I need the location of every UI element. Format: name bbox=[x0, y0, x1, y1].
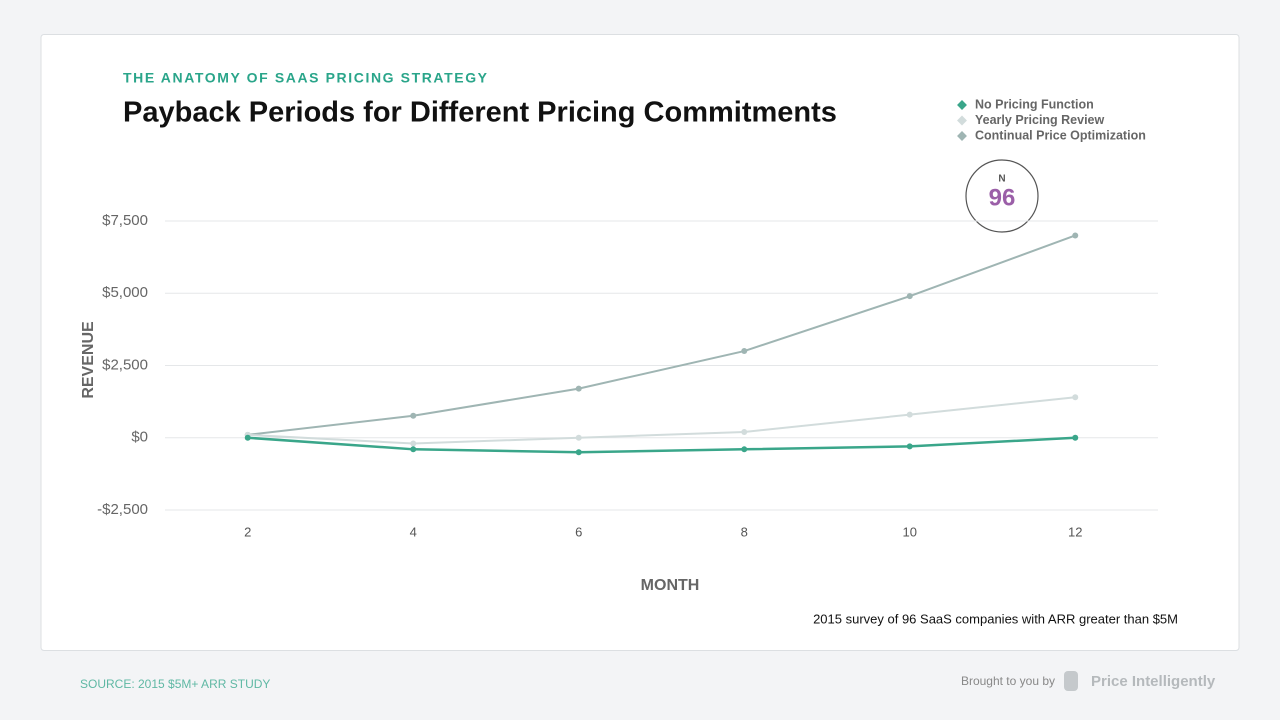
card bbox=[40, 34, 1240, 651]
data-point bbox=[575, 449, 582, 456]
y-axis-label: REVENUE bbox=[80, 321, 97, 399]
x-tick-label: 10 bbox=[903, 524, 917, 539]
data-point bbox=[906, 293, 913, 300]
brand-logo bbox=[1064, 671, 1078, 691]
legend-label: Continual Price Optimization bbox=[975, 128, 1146, 142]
data-point bbox=[741, 348, 748, 355]
y-tick-label: $7,500 bbox=[102, 212, 148, 229]
y-tick-label: -$2,500 bbox=[97, 501, 148, 518]
x-tick-label: 6 bbox=[575, 524, 582, 539]
data-point bbox=[906, 443, 913, 450]
data-point bbox=[244, 434, 251, 441]
eyebrow: THE ANATOMY OF SAAS PRICING STRATEGY bbox=[123, 70, 489, 86]
x-tick-label: 4 bbox=[410, 524, 417, 539]
data-point bbox=[906, 411, 913, 418]
series-line bbox=[247, 436, 1076, 454]
x-tick-label: 12 bbox=[1068, 524, 1082, 539]
chart-title: Payback Periods for Different Pricing Co… bbox=[123, 97, 837, 129]
data-point bbox=[741, 446, 748, 453]
x-tick-label: 2 bbox=[244, 524, 251, 539]
n-badge bbox=[965, 159, 1039, 233]
data-point bbox=[575, 385, 582, 392]
n-badge-label: N bbox=[998, 174, 1005, 185]
series-line bbox=[247, 396, 1076, 445]
data-point bbox=[575, 434, 582, 441]
x-tick-label: 8 bbox=[741, 524, 748, 539]
data-point bbox=[410, 412, 417, 419]
y-tick-label: $5,000 bbox=[102, 284, 148, 301]
data-point bbox=[410, 446, 417, 453]
data-point bbox=[410, 440, 417, 447]
source: SOURCE: 2015 $5M+ ARR STUDY bbox=[80, 677, 270, 691]
data-point bbox=[1072, 394, 1079, 401]
data-point bbox=[1072, 434, 1079, 441]
series-line bbox=[247, 234, 1076, 436]
n-badge-value: 96 bbox=[989, 184, 1016, 211]
legend-label: No Pricing Function bbox=[975, 97, 1094, 111]
legend-marker bbox=[957, 115, 967, 126]
credit: Brought to you by bbox=[961, 674, 1055, 688]
legend-marker bbox=[957, 100, 967, 110]
legend-label: Yearly Pricing Review bbox=[975, 113, 1105, 127]
y-tick-label: $2,500 bbox=[102, 356, 148, 373]
data-point bbox=[1072, 232, 1079, 239]
data-point bbox=[741, 428, 748, 435]
brand: Price Intelligently bbox=[1091, 673, 1216, 690]
y-tick-label: $0 bbox=[131, 429, 148, 446]
note: 2015 survey of 96 SaaS companies with AR… bbox=[813, 611, 1178, 626]
x-axis-label: MONTH bbox=[641, 577, 700, 594]
legend-marker bbox=[957, 131, 967, 141]
